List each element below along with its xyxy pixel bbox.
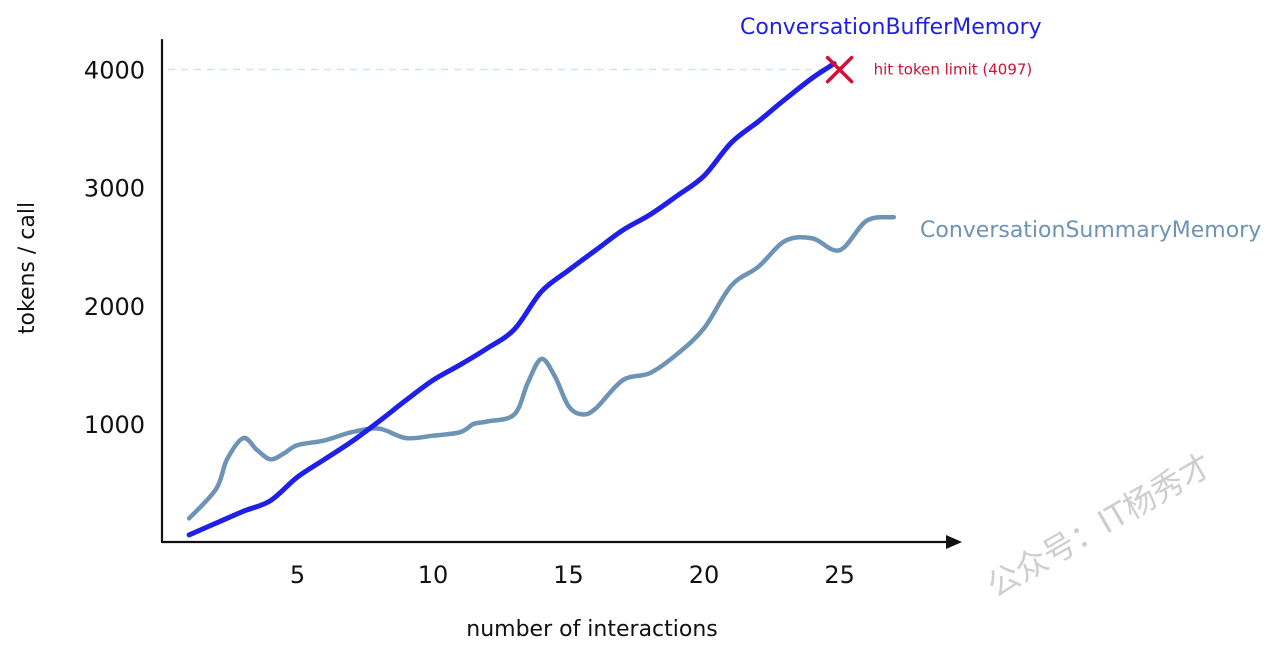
annotation-label: hit token limit (4097) <box>874 61 1033 79</box>
y-axis-title: tokens / call <box>15 202 40 334</box>
x-axis-arrow-icon <box>946 535 962 549</box>
series-line-conversation-summary-memory <box>186 214 897 521</box>
series-label-conversation-buffer-memory: ConversationBufferMemory <box>740 15 1042 40</box>
y-tick-label: 4000 <box>84 57 145 85</box>
watermark: 公众号：IT杨秀才 <box>980 446 1218 605</box>
x-tick-label: 15 <box>553 561 584 589</box>
token-limit-x-icon <box>825 55 854 84</box>
x-tick-label: 10 <box>418 561 449 589</box>
x-axis-title: number of interactions <box>466 617 718 642</box>
y-tick-label: 3000 <box>84 175 145 203</box>
y-tick-label: 2000 <box>84 293 145 321</box>
x-tick-label: 25 <box>824 561 855 589</box>
series-label-conversation-summary-memory: ConversationSummaryMemory <box>920 218 1261 243</box>
x-tick-label: 20 <box>689 561 720 589</box>
y-tick-label: 1000 <box>84 411 145 439</box>
series-line-conversation-buffer-memory <box>186 61 837 538</box>
axes <box>160 38 962 549</box>
x-tick-label: 5 <box>290 561 305 589</box>
